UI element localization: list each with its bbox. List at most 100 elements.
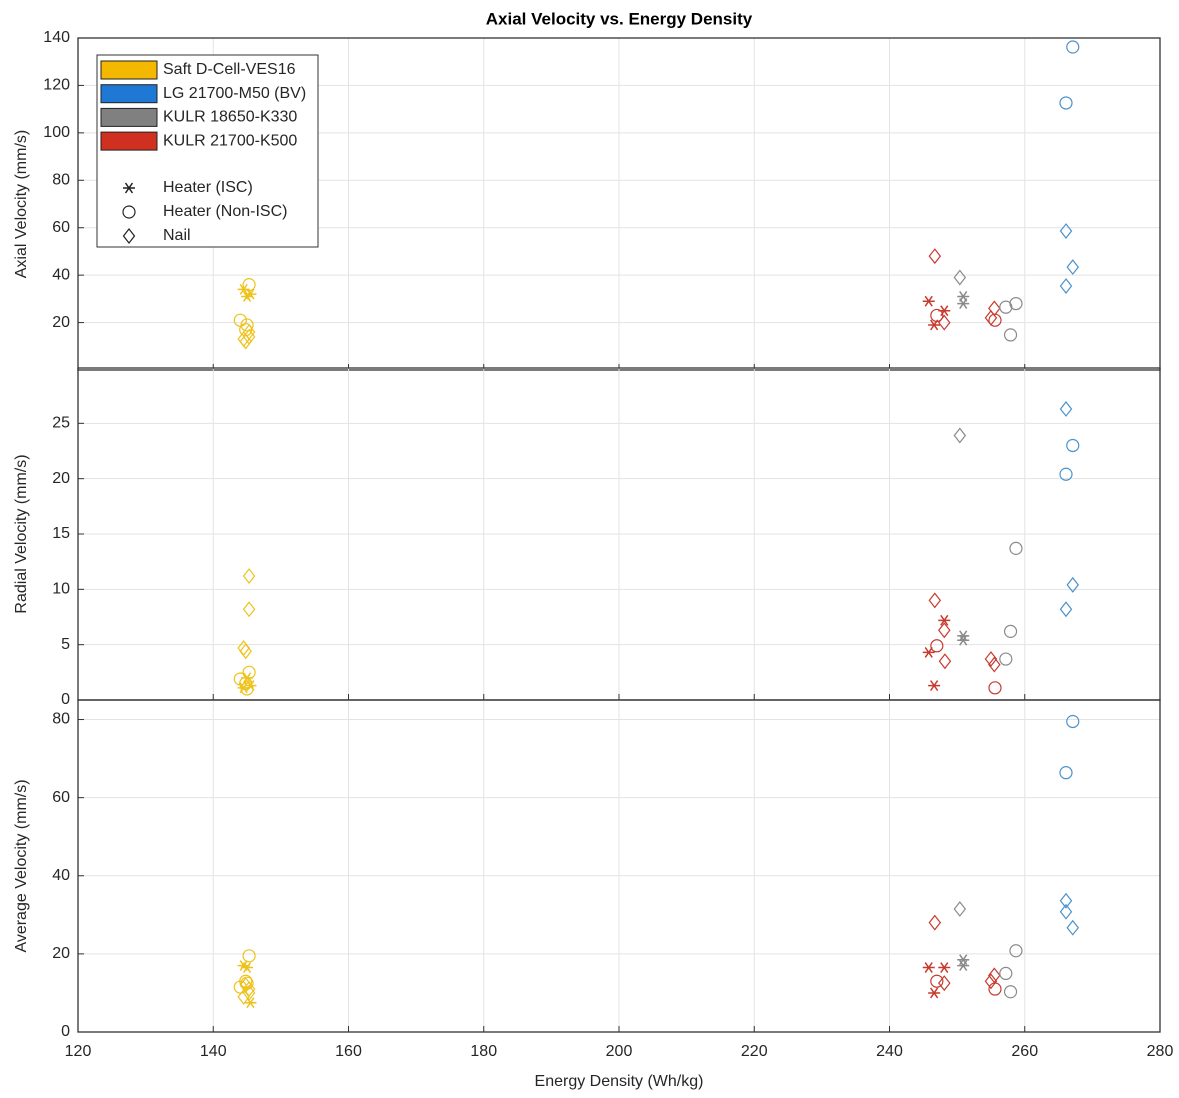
scatter-point: [1009, 297, 1023, 311]
y-tick-label: 25: [52, 415, 70, 432]
scatter-point: [1066, 438, 1080, 453]
scatter-point: [242, 601, 256, 618]
scatter-point: [953, 900, 967, 917]
scatter-point: [930, 308, 944, 323]
scatter-point: [1009, 944, 1023, 958]
scatter-point: [922, 962, 935, 973]
chart-title: Axial Velocity vs. Energy Density: [486, 9, 753, 28]
scatter-point: [928, 680, 941, 692]
scatter-point: [242, 981, 256, 998]
scatter-point: [999, 966, 1013, 981]
scatter-point: [1066, 714, 1080, 729]
y-tick-label: 80: [52, 711, 70, 728]
x-tick-label: 280: [1147, 1043, 1174, 1060]
x-tick-label: 160: [335, 1043, 362, 1060]
scatter-point: [1059, 96, 1073, 110]
scatter-point: [928, 592, 942, 609]
x-tick-label: 240: [876, 1043, 903, 1060]
y-tick-label: 20: [52, 945, 70, 962]
scatter-point: [938, 975, 951, 992]
scatter-point: [988, 656, 1001, 673]
scatter-point: [922, 295, 935, 307]
scatter-point: [1059, 903, 1073, 920]
scatter-point: [957, 960, 970, 972]
scatter-point: [988, 681, 1002, 695]
scatter-point: [938, 614, 951, 626]
scatter-point: [242, 949, 256, 963]
x-tick-label: 260: [1011, 1043, 1038, 1060]
scatter-point: [1059, 467, 1073, 481]
y-tick-label: 140: [43, 29, 70, 46]
scatter-point: [1066, 576, 1080, 593]
scatter-point: [957, 298, 970, 310]
legend-label: Heater (Non-ISC): [163, 203, 287, 220]
y-tick-label: 20: [52, 470, 70, 487]
y-tick-label: 80: [52, 172, 70, 189]
scatter-point: [922, 646, 935, 658]
scatter-point: [938, 653, 952, 670]
scatter-point: [938, 314, 951, 331]
scatter-point: [242, 568, 256, 585]
legend-swatch: [100, 131, 158, 151]
scatter-point: [239, 977, 252, 994]
x-tick-label: 120: [65, 1043, 92, 1060]
x-axis-label: Energy Density (Wh/kg): [535, 1073, 704, 1090]
y-axis-label: Average Velocity (mm/s): [13, 779, 30, 952]
scatter-point: [930, 974, 944, 988]
scatter-point: [938, 622, 951, 639]
scatter-point: [1066, 919, 1080, 936]
scatter-point: [953, 427, 967, 444]
y-tick-label: 0: [61, 1023, 70, 1040]
scatter-point: [1059, 601, 1073, 618]
legend-swatch: [100, 107, 158, 127]
scatter-point: [1066, 40, 1080, 54]
x-tick-label: 200: [606, 1043, 633, 1060]
scatter-point: [1059, 766, 1073, 780]
y-tick-label: 15: [52, 525, 70, 542]
plot-frame: [77, 699, 1161, 1033]
legend-label: KULR 21700-K500: [163, 132, 297, 149]
legend-label: LG 21700-M50 (BV): [163, 85, 306, 102]
legend-marker: [122, 228, 136, 244]
scatter-point: [953, 269, 967, 286]
scatter-point: [930, 639, 944, 653]
scatter-point: [239, 333, 252, 350]
legend-swatch: [100, 84, 158, 104]
legend-marker: [123, 182, 135, 194]
scatter-point: [239, 643, 252, 660]
y-tick-label: 40: [52, 266, 70, 283]
y-tick-label: 20: [52, 314, 70, 331]
y-tick-label: 40: [52, 867, 70, 884]
scatter-point: [240, 682, 254, 696]
scatter-point: [1003, 624, 1018, 638]
scatter-point: [241, 962, 254, 973]
legend-swatch: [100, 60, 158, 80]
y-tick-label: 100: [43, 124, 70, 141]
scatter-point: [1059, 400, 1073, 417]
legend-label: Heater (ISC): [163, 179, 253, 196]
scatter-point: [928, 248, 942, 265]
scatter-point: [984, 651, 998, 668]
x-tick-label: 220: [741, 1043, 768, 1060]
scatter-point: [239, 676, 253, 691]
scatter-point: [928, 914, 942, 931]
x-tick-label: 140: [200, 1043, 227, 1060]
y-tick-label: 10: [52, 581, 70, 598]
y-axis-label: Axial Velocity (mm/s): [13, 130, 30, 278]
scatter-point: [242, 278, 256, 292]
scatter-point: [938, 962, 951, 973]
y-tick-label: 0: [61, 691, 70, 708]
scatter-point: [988, 967, 1001, 984]
scatter-point: [1003, 985, 1018, 999]
scatter-point: [1066, 259, 1080, 276]
legend-label: Saft D-Cell-VES16: [163, 61, 296, 78]
scatter-point: [240, 318, 254, 332]
y-axis-label: Radial Velocity (mm/s): [13, 454, 30, 613]
scatter-point: [1059, 223, 1073, 240]
scatter-point: [1059, 892, 1073, 909]
legend-label: KULR 18650-K330: [163, 109, 297, 126]
scatter-point: [957, 634, 970, 646]
x-tick-label: 180: [470, 1043, 497, 1060]
